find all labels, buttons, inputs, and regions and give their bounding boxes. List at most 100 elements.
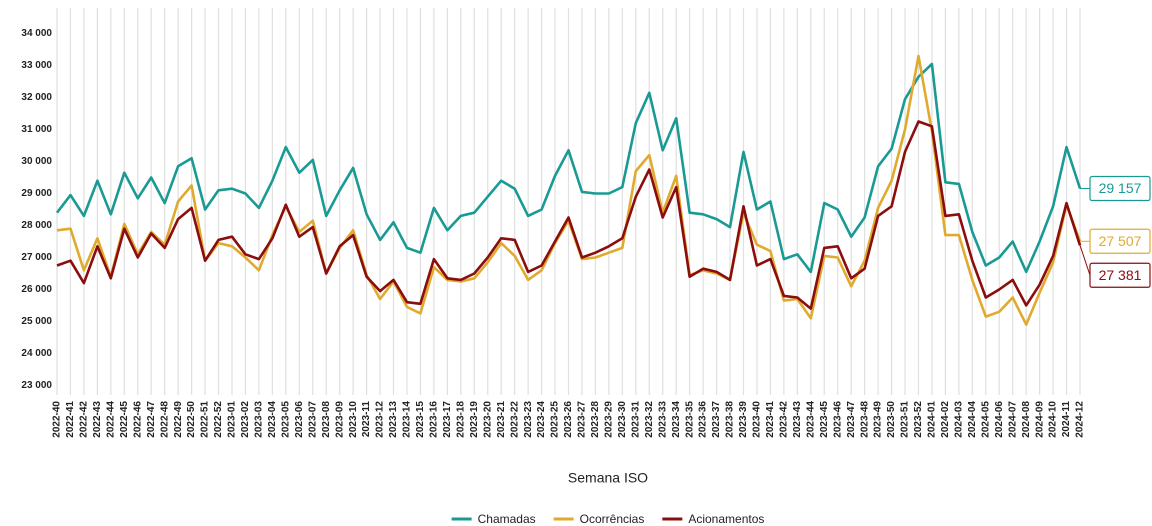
x-tick-label: 2023-31 <box>630 401 641 438</box>
x-tick-label: 2024-03 <box>953 401 964 438</box>
x-tick-label: 2023-03 <box>254 401 265 438</box>
x-tick-label: 2024-12 <box>1075 401 1086 438</box>
x-tick-label: 2023-36 <box>698 401 709 438</box>
y-tick-label: 24 000 <box>21 348 52 359</box>
x-tick-label: 2023-30 <box>617 401 628 438</box>
x-tick-label: 2023-41 <box>765 401 776 438</box>
x-tick-label: 2023-51 <box>900 401 911 438</box>
x-tick-label: 2023-26 <box>563 401 574 438</box>
legend-label: Acionamentos <box>688 512 764 526</box>
x-tick-label: 2024-06 <box>994 401 1005 438</box>
x-tick-label: 2023-29 <box>604 401 615 438</box>
series-line <box>55 62 1082 274</box>
x-tick-label: 2023-47 <box>846 401 857 438</box>
x-tick-label: 2023-09 <box>334 401 345 438</box>
x-tick-label: 2022-50 <box>186 401 197 438</box>
x-tick-label: 2023-17 <box>442 401 453 438</box>
x-tick-label: 2023-32 <box>644 401 655 438</box>
x-tick-label: 2022-42 <box>79 401 90 438</box>
end-label: 27 381 <box>1099 267 1142 283</box>
x-tick-label: 2023-33 <box>657 401 668 438</box>
x-tick-label: 2024-07 <box>1007 401 1018 438</box>
x-tick-label: 2023-10 <box>348 401 359 438</box>
x-tick-label: 2023-43 <box>792 401 803 438</box>
y-tick-label: 23 000 <box>21 380 52 391</box>
x-tick-label: 2023-27 <box>577 401 588 438</box>
x-tick-label: 2023-05 <box>280 401 291 438</box>
x-tick-label: 2023-40 <box>752 401 763 438</box>
x-tick-label: 2023-16 <box>429 401 440 438</box>
x-tick-label: 2022-43 <box>92 401 103 438</box>
x-tick-label: 2022-44 <box>105 401 116 438</box>
x-tick-label: 2023-45 <box>819 401 830 438</box>
legend-label: Ocorrências <box>580 512 645 526</box>
x-tick-label: 2022-49 <box>173 401 184 438</box>
x-tick-label: 2023-21 <box>496 401 507 438</box>
x-tick-label: 2022-46 <box>132 401 143 438</box>
x-tick-label: 2023-08 <box>321 401 332 438</box>
x-tick-label: 2023-19 <box>469 401 480 438</box>
x-tick-label: 2023-46 <box>832 401 843 438</box>
x-tick-label: 2023-15 <box>415 401 426 438</box>
end-label-box <box>1089 175 1151 202</box>
x-tick-label: 2023-48 <box>859 401 870 438</box>
x-tick-label: 2023-04 <box>267 401 278 438</box>
y-tick-label: 30 000 <box>21 156 52 167</box>
y-tick-label: 27 000 <box>21 252 52 263</box>
series-line <box>56 120 1082 310</box>
x-tick-label: 2023-35 <box>684 401 695 438</box>
x-tick-label: 2023-14 <box>402 401 413 438</box>
x-tick-label: 2022-51 <box>200 401 211 438</box>
x-tick-label: 2022-48 <box>159 401 170 438</box>
y-tick-label: 31 000 <box>21 124 52 135</box>
x-tick-label: 2022-41 <box>65 401 76 438</box>
legend: Chamadas Ocorrências Acionamentos <box>451 512 764 526</box>
x-tick-label: 2024-01 <box>927 401 938 438</box>
x-tick-label: 2024-10 <box>1048 401 1059 438</box>
x-tick-label: 2023-11 <box>361 401 372 438</box>
x-tick-label: 2023-01 <box>227 401 238 438</box>
x-tick-label: 2024-11 <box>1061 401 1072 438</box>
x-tick-label: 2024-04 <box>967 401 978 438</box>
x-tick-label: 2024-02 <box>940 401 951 438</box>
end-label-box <box>1089 228 1151 254</box>
y-tick-label: 28 000 <box>21 220 52 231</box>
x-tick-label: 2023-02 <box>240 401 251 438</box>
x-tick-label: 2023-18 <box>455 401 466 438</box>
y-tick-label: 33 000 <box>21 60 52 71</box>
x-tick-label: 2023-34 <box>671 401 682 438</box>
end-label: 27 507 <box>1099 233 1142 249</box>
x-tick-label: 2023-42 <box>779 401 790 438</box>
x-tick-label: 2023-22 <box>509 401 520 438</box>
x-tick-label: 2023-52 <box>913 401 924 438</box>
x-tick-label: 2023-38 <box>725 401 736 438</box>
x-tick-label: 2023-23 <box>523 401 534 438</box>
x-tick-label: 2023-50 <box>886 401 897 438</box>
y-tick-label: 25 000 <box>21 316 52 327</box>
x-tick-label: 2022-47 <box>146 401 157 438</box>
x-tick-label: 2023-44 <box>805 401 816 438</box>
y-tick-label: 32 000 <box>21 92 52 103</box>
x-tick-label: 2023-13 <box>388 401 399 438</box>
x-tick-label: 2022-45 <box>119 401 130 438</box>
x-tick-label: 2024-05 <box>980 401 991 438</box>
x-tick-label: 2023-24 <box>536 401 547 438</box>
y-tick-label: 26 000 <box>21 284 52 295</box>
x-tick-label: 2023-07 <box>307 401 318 438</box>
y-tick-label: 34 000 <box>21 28 52 39</box>
x-tick-label: 2023-37 <box>711 401 722 438</box>
x-tick-label: 2024-08 <box>1021 401 1032 438</box>
x-axis-title: Semana ISO <box>568 470 648 486</box>
x-tick-label: 2024-09 <box>1034 401 1045 438</box>
legend-label: Chamadas <box>478 512 536 526</box>
x-tick-label: 2023-49 <box>873 401 884 438</box>
x-tick-label: 2022-40 <box>52 401 63 438</box>
x-tick-label: 2023-25 <box>550 401 561 438</box>
x-tick-label: 2023-06 <box>294 401 305 438</box>
end-label-leader <box>1079 245 1091 276</box>
x-tick-label: 2023-20 <box>482 401 493 438</box>
x-tick-label: 2023-12 <box>375 401 386 438</box>
x-tick-label: 2022-52 <box>213 401 224 438</box>
end-label-box <box>1089 262 1151 288</box>
